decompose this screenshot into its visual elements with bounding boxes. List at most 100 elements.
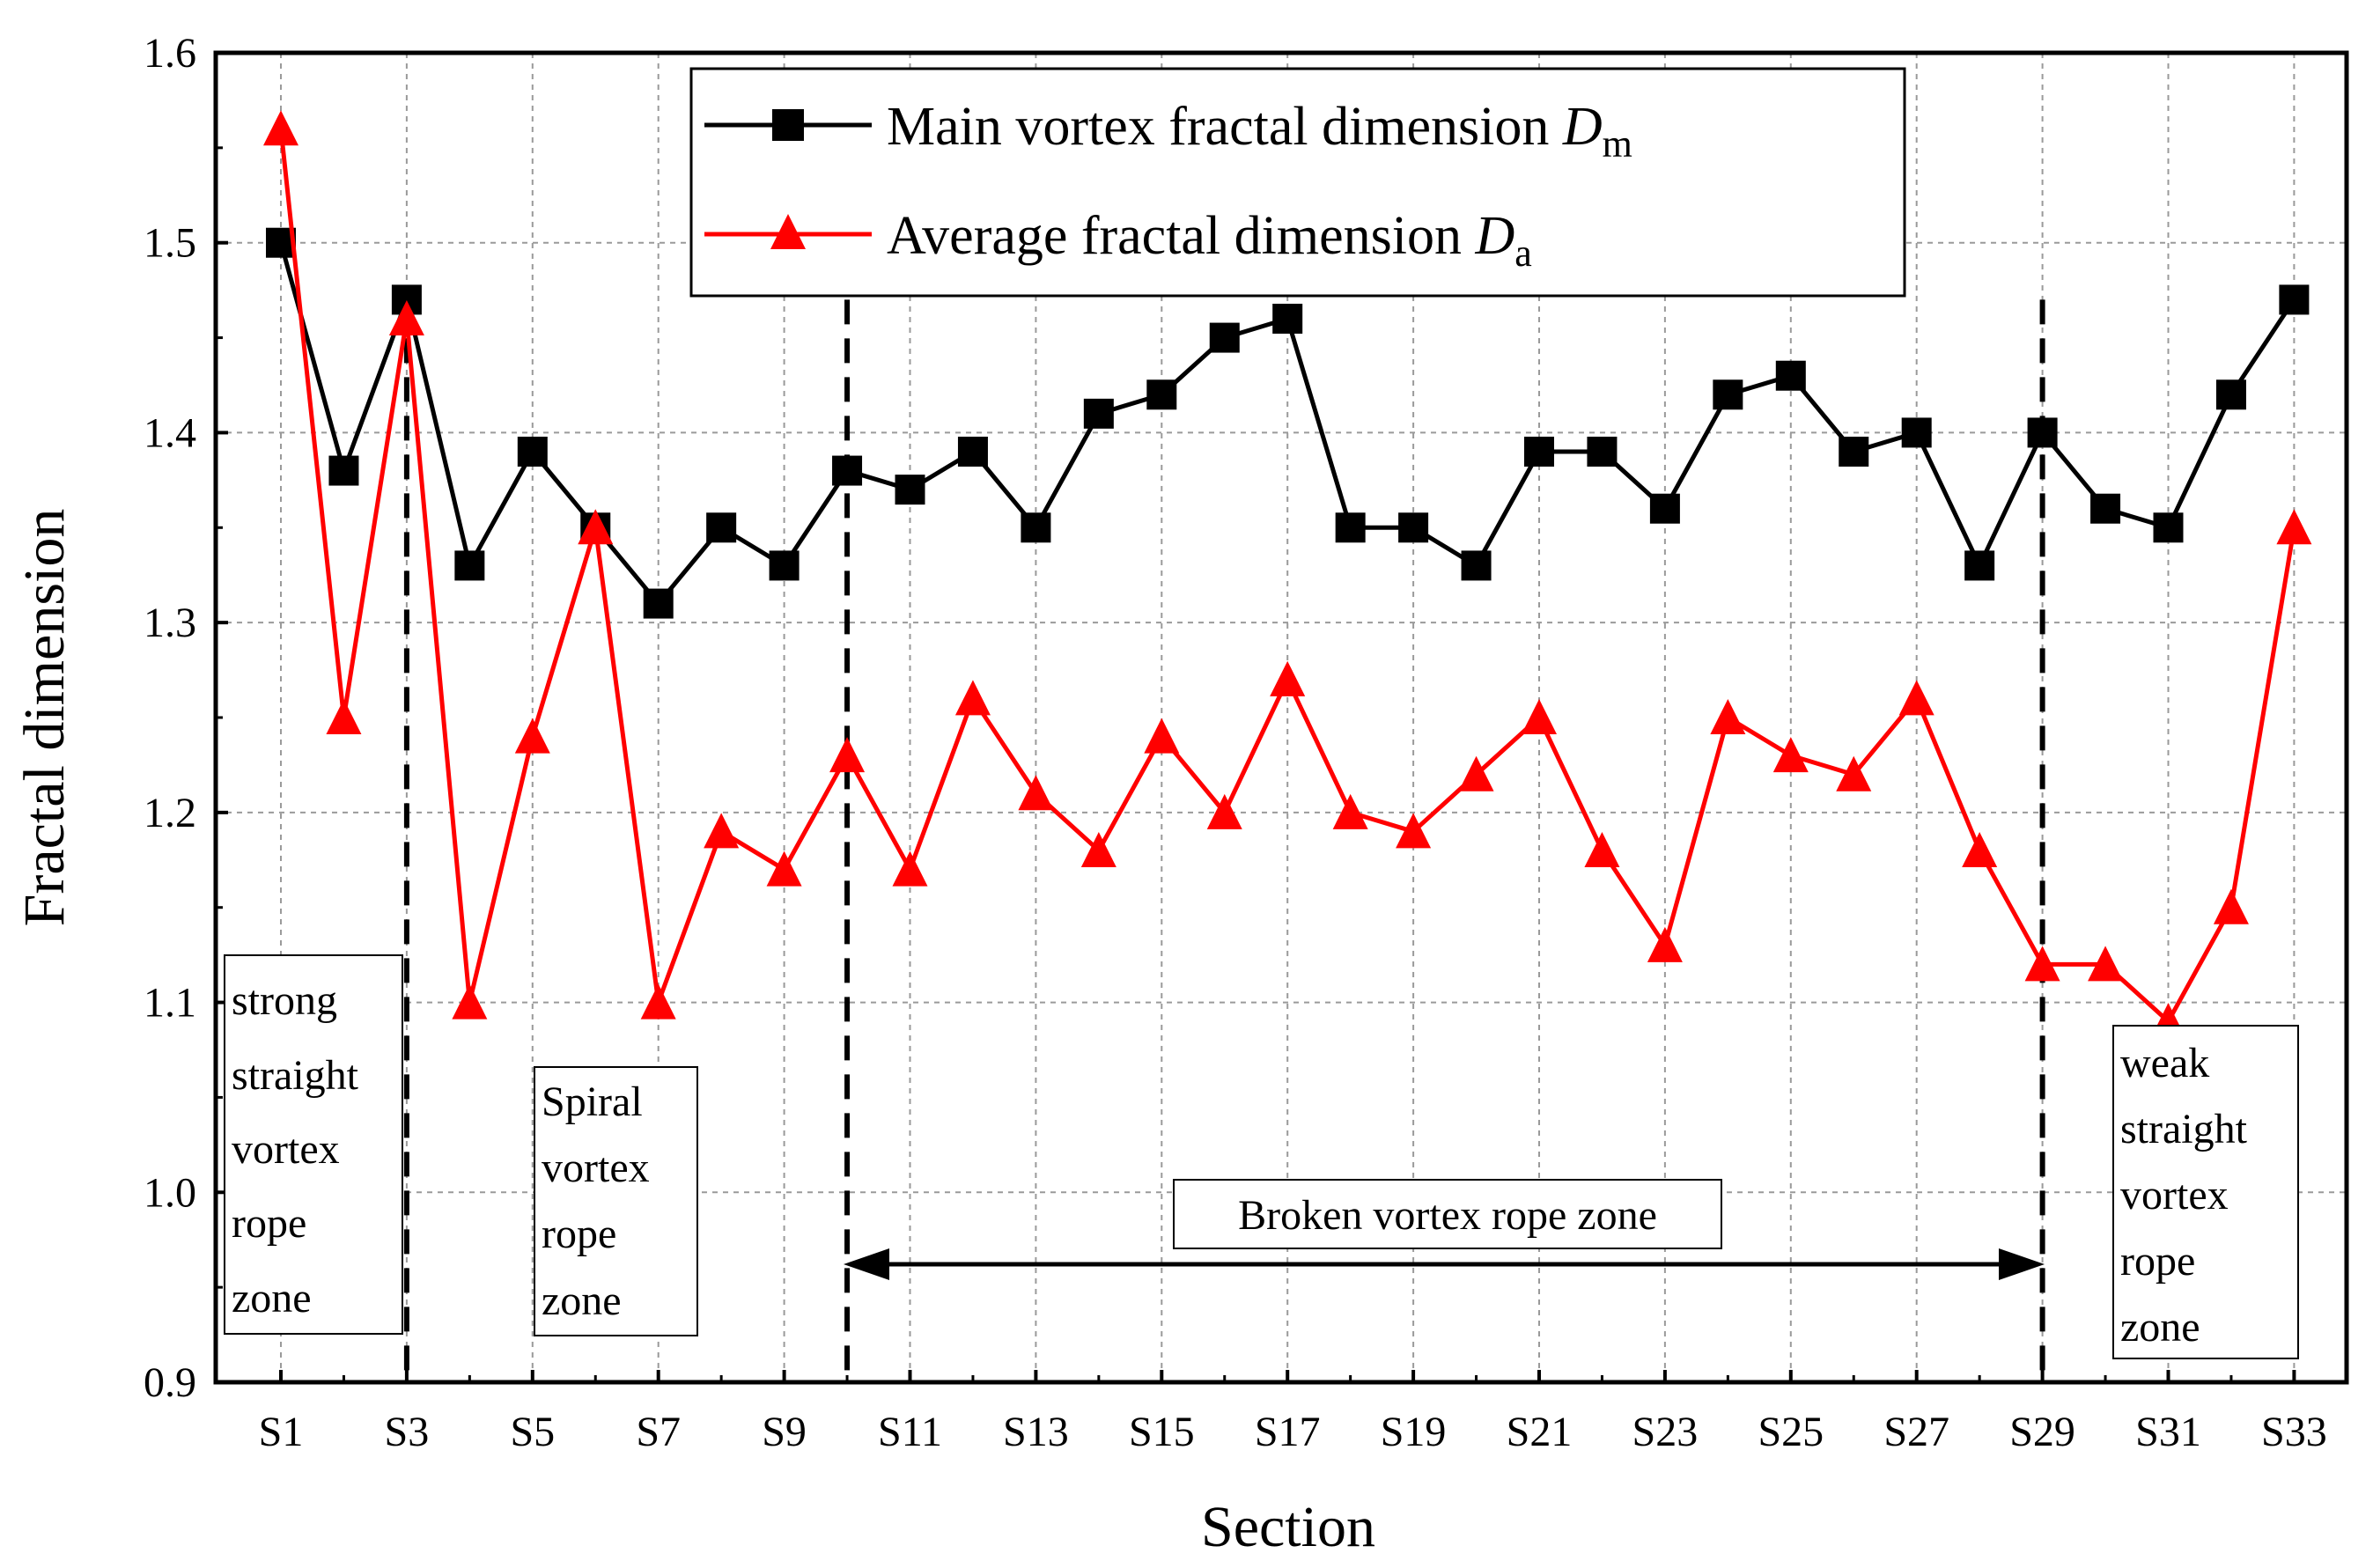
x-tick-label: S11 [878,1409,942,1455]
main-square-marker [1713,379,1743,410]
main-square-marker [1649,493,1680,524]
spiral-zone-line: Spiral [542,1078,643,1125]
legend-label-main: Main vortex fractal dimension Dm [887,97,1632,166]
main-square-marker [2090,493,2121,524]
main-square-marker [706,512,737,543]
main-square-marker [1901,417,1932,448]
main-square-marker [517,437,548,467]
main-square-marker [643,588,674,619]
y-tick-label: 0.9 [144,1359,196,1406]
weak-zone-line: zone [2120,1304,2200,1351]
main-square-marker [2279,284,2310,315]
average-triangle-marker [704,813,740,849]
main-square-marker [769,550,800,581]
x-tick-label: S19 [1381,1409,1447,1455]
average-triangle-marker [1270,660,1306,696]
weak-zone-line: vortex [2120,1172,2229,1218]
main-square-marker [957,437,988,467]
average-triangle-marker [514,718,550,754]
y-tick-label: 1.6 [144,30,196,77]
x-tick-label: S23 [1632,1409,1699,1455]
main-square-marker [2027,417,2058,448]
x-tick-label: S17 [1255,1409,1321,1455]
strong-zone-line: rope [232,1200,306,1247]
weak-zone-box [2112,1025,2299,1359]
x-tick-label: S5 [510,1409,555,1455]
y-tick-label: 1.1 [144,980,196,1027]
average-triangle-marker [1458,755,1494,791]
broken-zone-annotation: Broken vortex rope zone [844,1179,2045,1280]
x-tick-label: S9 [762,1409,807,1455]
main-square-marker [1964,550,1995,581]
average-triangle-marker [452,983,488,1020]
main-square-marker [328,455,359,486]
main-square-marker [895,475,925,505]
broken-zone-arrow-left [844,1248,889,1280]
zone-dividers [403,299,2045,1382]
y-tick-label: 1.4 [144,409,196,456]
strong-zone-line: zone [232,1275,312,1321]
strong-zone-annotation: strong straight vortex rope zone [224,954,403,1335]
average-triangle-marker [388,300,424,335]
average-triangle-marker [578,509,614,545]
x-tick-label: S27 [1883,1409,1949,1455]
average-triangle-marker [1396,813,1432,849]
grid-lines [216,53,2347,1382]
average-triangle-marker [829,737,866,773]
main-square-marker [1587,437,1618,467]
legend-box [689,67,1906,298]
x-tick-label: S15 [1129,1409,1195,1455]
main-square-marker [1146,379,1177,410]
average-triangle-marker [1898,680,1935,716]
y-tick-label: 1.5 [144,220,196,267]
x-tick-label: S13 [1003,1409,1069,1455]
main-square-marker [2215,379,2246,410]
axes: 0.9 1.0 1.1 1.2 1.3 1.4 1.5 1.6 S1 S3 S5 S7 S9 S11 S13… [144,30,2327,1455]
average-triangle-marker [1584,832,1620,867]
y-tick-label: 1.0 [144,1169,196,1216]
strong-zone-line: strong [232,977,337,1024]
main-square-marker [2153,512,2184,543]
average-triangle-marker [1144,718,1180,754]
x-axis-title: Section [1201,1495,1375,1559]
x-tick-label: S29 [2009,1409,2075,1455]
strong-zone-line: vortex [232,1126,340,1173]
x-tick-label: S21 [1507,1409,1573,1455]
main-square-marker [454,550,485,581]
legend-entry-average: Average fractal dimension Da [704,206,1532,275]
average-triangle-marker [2088,946,2124,982]
average-triangle-marker [1772,737,1809,773]
x-tick-label: S7 [636,1409,681,1455]
x-tick-label: S31 [2135,1409,2201,1455]
spiral-zone-line: zone [542,1277,622,1324]
main-square-marker [1398,512,1429,543]
main-square-marker [1524,437,1554,467]
weak-zone-line: straight [2120,1106,2248,1152]
average-triangle-marker [1080,832,1116,867]
legend: Main vortex fractal dimension Dm Average… [689,67,1906,298]
legend-label-average: Average fractal dimension Da [887,206,1532,275]
average-triangle-marker [954,680,991,716]
series-layer [263,110,2312,1039]
x-tick-label: S33 [2261,1409,2327,1455]
weak-zone-annotation: weak straight vortex rope zone [2112,1025,2299,1359]
legend-entry-main: Main vortex fractal dimension Dm [704,97,1632,166]
spiral-zone-line: vortex [542,1145,650,1191]
average-triangle-marker [2276,509,2312,545]
weak-zone-line: rope [2120,1238,2195,1285]
average-triangle-marker [263,110,298,146]
average-triangle-marker [1206,793,1242,829]
main-square-marker [1839,437,1869,467]
average-triangle-marker [1836,755,1872,791]
main-square-marker [1335,512,1366,543]
broken-zone-box [1173,1179,1722,1249]
y-tick-label: 1.3 [144,600,196,646]
main-square-marker [1775,360,1806,391]
average-triangle-marker [766,850,802,887]
average-triangle-marker [1018,775,1054,811]
weak-zone-line: weak [2120,1040,2209,1086]
strong-zone-line: straight [232,1052,359,1099]
y-tick-label: 1.2 [144,790,196,836]
average-triangle-marker [2024,946,2060,982]
